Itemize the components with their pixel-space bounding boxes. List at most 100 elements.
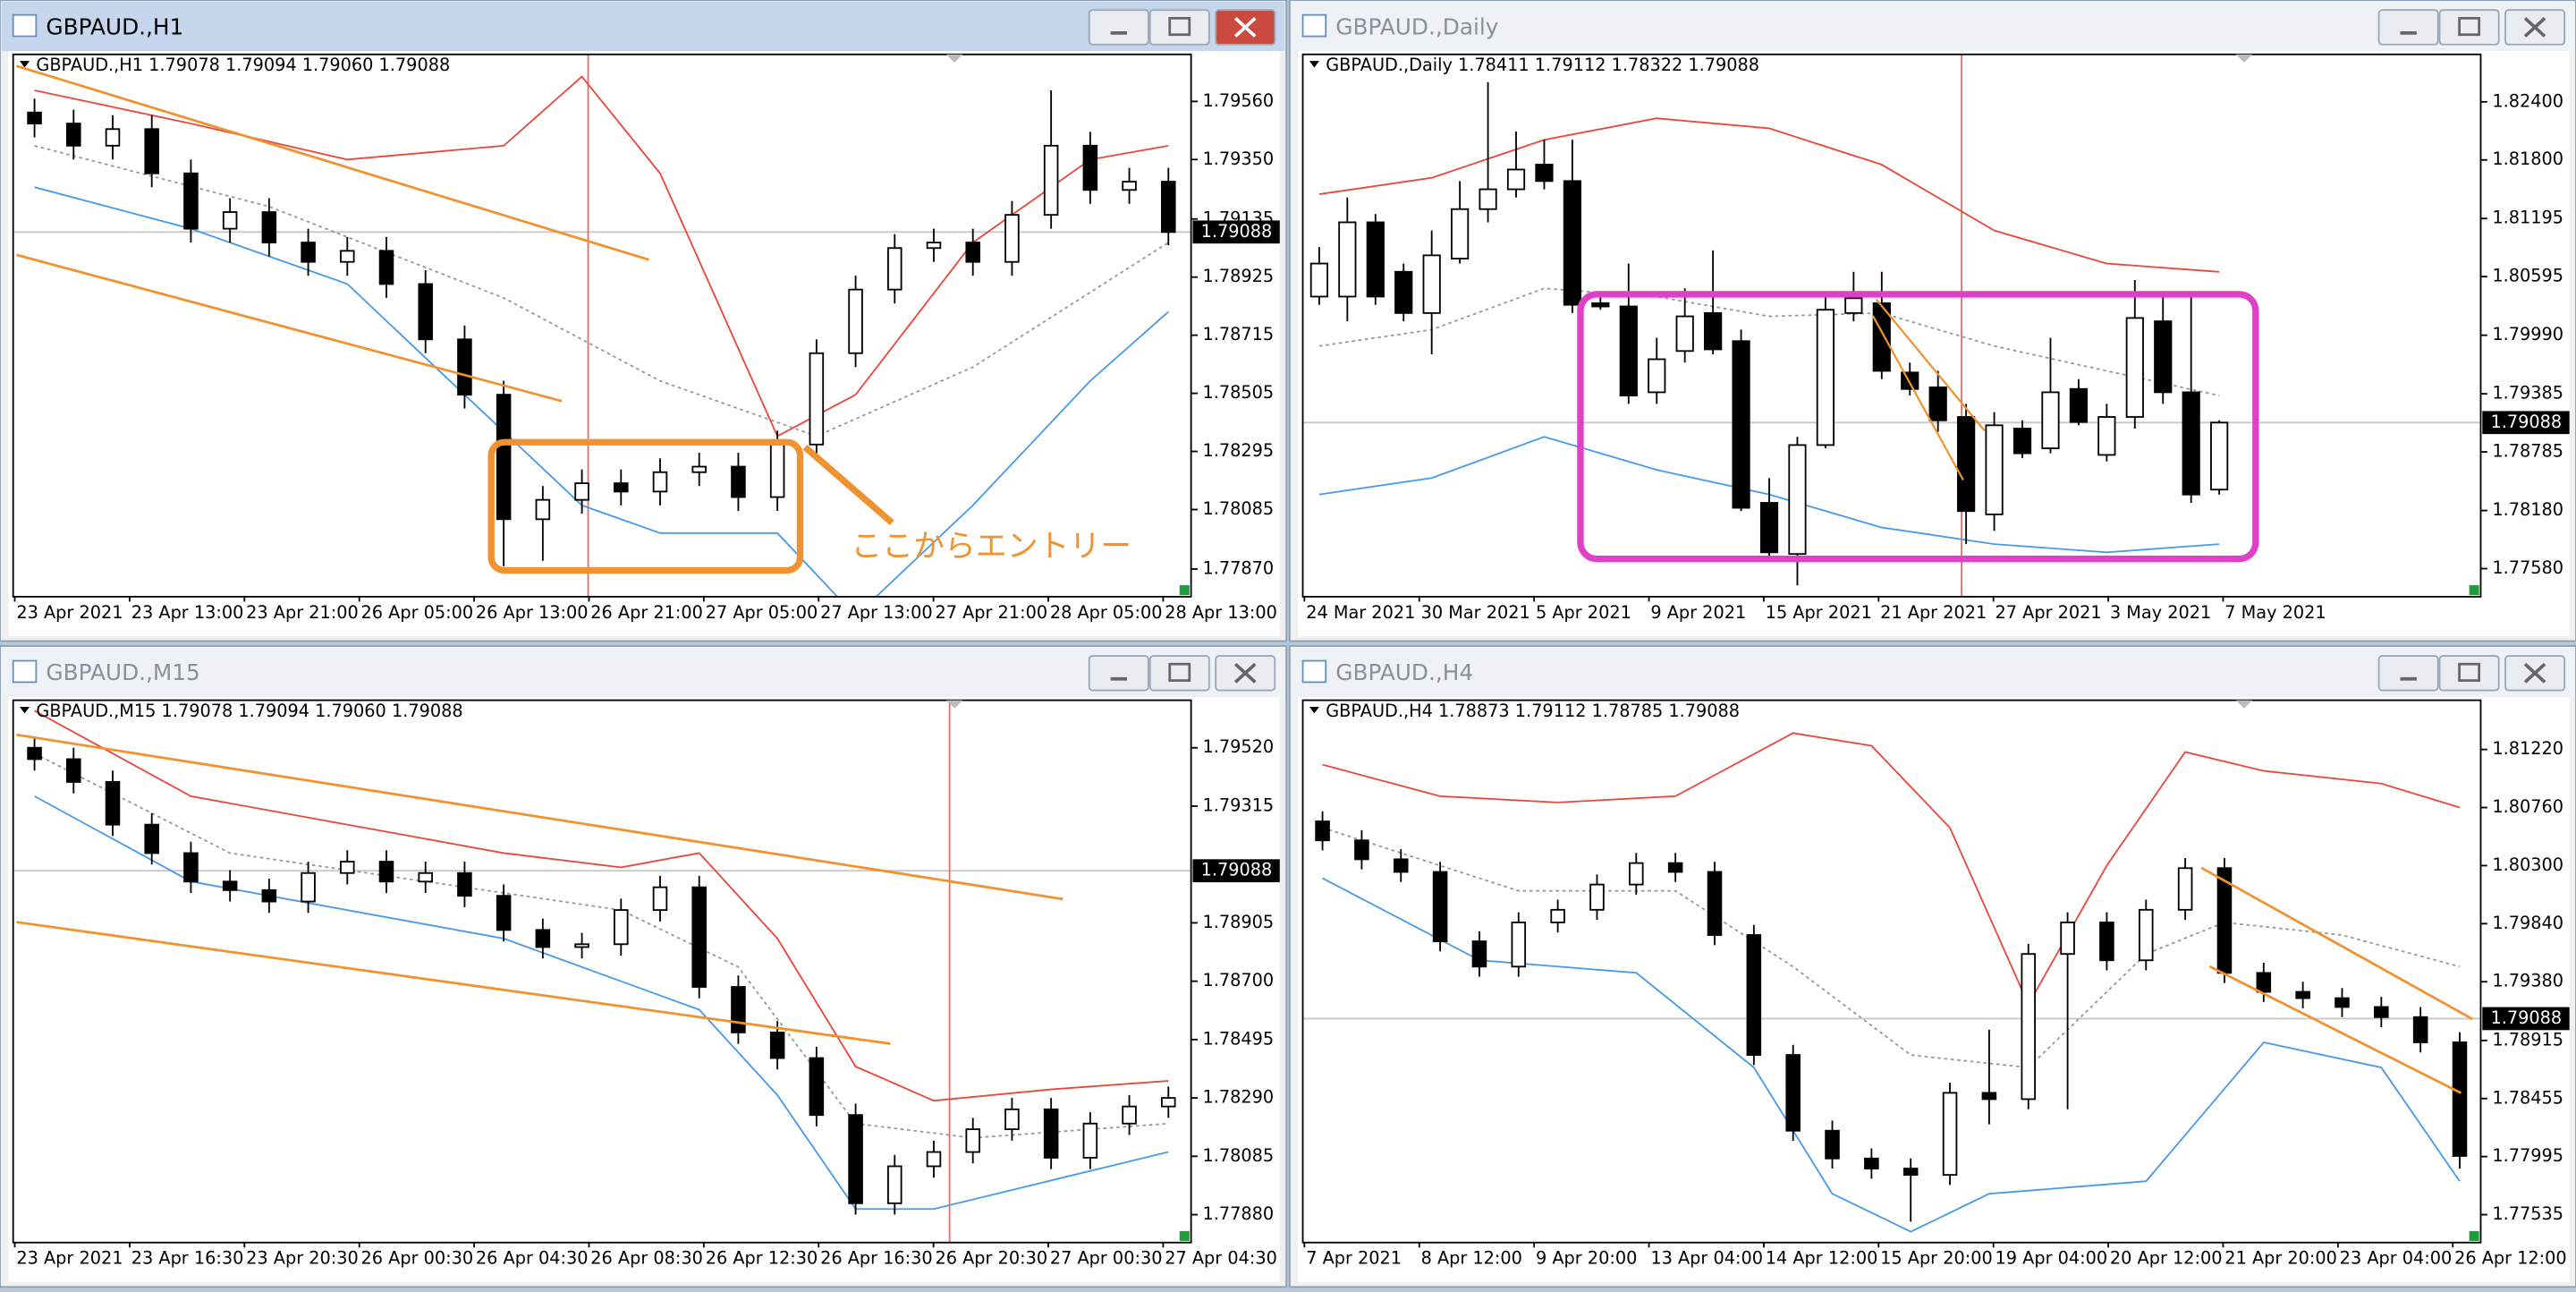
candle-body — [731, 986, 746, 1033]
maximize-button[interactable] — [1148, 9, 1210, 46]
y-tick-label: 1.78505 — [1202, 382, 1274, 403]
y-tick-label: 1.78455 — [2492, 1087, 2563, 1108]
maximize-button[interactable] — [2438, 9, 2500, 46]
button-glyph — [2458, 662, 2481, 682]
minimize-button[interactable] — [2377, 655, 2439, 692]
candle-body — [1985, 424, 2004, 515]
y-tick-label: 1.78905 — [1202, 912, 1274, 932]
candle-body — [457, 338, 472, 396]
x-tick-label: 13 Apr 04:00 — [1650, 1248, 1763, 1269]
minimize-button[interactable] — [2377, 9, 2439, 46]
plot-border — [1301, 53, 2482, 598]
candle-body — [1550, 908, 1565, 923]
candle-body — [1004, 1108, 1020, 1131]
candle-body — [2412, 1016, 2428, 1043]
candle-body — [144, 128, 159, 174]
x-tick-label: 27 Apr 00:30 — [1050, 1248, 1163, 1269]
candle-body — [1511, 922, 1527, 968]
candle-body — [1122, 181, 1137, 191]
y-tick-label: 1.79350 — [1202, 149, 1274, 169]
y-tick-label: 1.82400 — [2492, 90, 2563, 111]
minimize-button[interactable] — [1088, 9, 1149, 46]
candle-body — [614, 909, 629, 946]
candle-body — [691, 886, 707, 988]
x-tick-label: 26 Apr 12:00 — [2454, 1248, 2567, 1269]
button-glyph — [2523, 17, 2546, 38]
button-glyph — [1168, 662, 1191, 682]
trendline — [1871, 315, 1964, 481]
candle-body — [301, 871, 316, 903]
candle-body — [183, 172, 199, 230]
y-tick-label: 1.81800 — [2492, 149, 2563, 169]
title-bar — [1291, 2, 2575, 52]
x-tick-label: 27 Apr 13:00 — [820, 602, 933, 623]
candle-body — [301, 242, 316, 263]
minimize-button[interactable] — [1088, 655, 1149, 692]
y-tick-label: 1.78085 — [1202, 1145, 1274, 1166]
entry-box — [487, 438, 804, 574]
window-title: GBPAUD.,H4 — [1335, 659, 1473, 685]
x-tick-label: 3 May 2021 — [2110, 602, 2211, 623]
candle-body — [887, 1165, 902, 1204]
trendline — [16, 253, 563, 403]
candle-body — [2139, 908, 2154, 962]
candle-body — [1161, 181, 1176, 234]
x-tick-label: 23 Apr 2021 — [16, 1248, 123, 1269]
candle-body — [418, 283, 433, 341]
chart-area — [1298, 51, 2570, 636]
candle-body — [27, 746, 42, 761]
y-tick-label: 1.78085 — [1202, 498, 1274, 519]
candle-body — [1471, 940, 1487, 968]
chart-area — [1298, 696, 2570, 1282]
candle-body — [1338, 221, 1357, 298]
drawings: ここからエントリー — [15, 64, 2473, 1094]
x-tick-label: 26 Apr 12:30 — [706, 1248, 818, 1269]
candle-body — [1704, 311, 1723, 351]
trendline — [2200, 866, 2473, 1021]
candle-body — [614, 482, 629, 493]
x-tick-label: 26 Apr 05:00 — [361, 602, 474, 623]
candle-body — [1629, 862, 1644, 886]
candle-body — [1589, 883, 1605, 911]
candle-body — [1864, 1157, 1879, 1169]
band-line — [34, 145, 1169, 438]
candle-body — [1043, 144, 1059, 217]
candle-body — [1707, 871, 1723, 936]
y-tick-label: 1.77995 — [2492, 1145, 2563, 1166]
y-tick-label: 1.81220 — [2492, 738, 2563, 759]
candle-body — [1366, 221, 1385, 298]
x-tick-label: 26 Apr 08:30 — [590, 1248, 703, 1269]
candle-body — [378, 861, 394, 883]
x-tick-label: 23 Apr 04:00 — [2340, 1248, 2453, 1269]
candle-body — [926, 242, 942, 250]
plot — [1302, 732, 2481, 1233]
candle-body — [1506, 168, 1526, 191]
maximize-button[interactable] — [1148, 655, 1210, 692]
candle-body — [222, 211, 238, 230]
candle-body — [340, 250, 355, 263]
candle-body — [652, 886, 668, 912]
title-bar — [1, 647, 1285, 697]
y-tick-label: 1.78925 — [1202, 266, 1274, 286]
trendline — [16, 921, 891, 1045]
current-price-label: 1.79088 — [1201, 221, 1273, 242]
price-label-bg — [1192, 220, 1280, 244]
candle-body — [183, 852, 199, 883]
y-tick-label: 1.77535 — [2492, 1203, 2563, 1224]
plot-border — [12, 53, 1192, 598]
candle-body — [1981, 1092, 1997, 1101]
window-icon — [12, 659, 38, 684]
current-price-label: 1.79088 — [2490, 1007, 2562, 1028]
band-line — [1318, 117, 2220, 273]
title-bar — [1, 2, 1285, 52]
y-tick-label: 1.79990 — [2492, 324, 2563, 344]
chart-header: GBPAUD.,Daily 1.78411 1.79112 1.78322 1.… — [1326, 55, 1759, 75]
candle-body — [848, 1114, 863, 1204]
x-tick-label: 23 Apr 13:00 — [131, 602, 244, 623]
button-glyph — [1168, 16, 1191, 37]
status-indicator — [2469, 1230, 2479, 1241]
y-tick-label: 1.77870 — [1202, 557, 1274, 578]
maximize-button[interactable] — [2438, 655, 2500, 692]
candle-body — [1591, 302, 1610, 308]
